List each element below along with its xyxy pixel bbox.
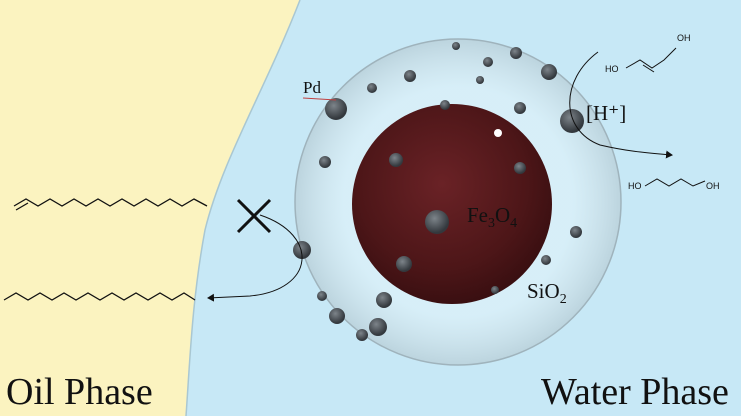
pd-particle bbox=[560, 109, 584, 133]
pd-particle bbox=[325, 98, 347, 120]
pd-particle bbox=[293, 241, 311, 259]
butenediol-molecule bbox=[625, 47, 677, 73]
pd-label-pointer bbox=[302, 97, 337, 101]
pd-particle bbox=[541, 255, 551, 265]
hydrogenation-arrow-oil bbox=[207, 214, 303, 302]
butanediol-oh-label: OH bbox=[706, 181, 720, 191]
pd-particle bbox=[514, 102, 526, 114]
shell-label: SiO2 bbox=[527, 279, 567, 307]
pd-particle bbox=[356, 329, 368, 341]
butanediol-ho-label: HO bbox=[628, 181, 642, 191]
alkane-molecule bbox=[3, 292, 196, 301]
pd-nanoparticles bbox=[293, 42, 584, 341]
pd-particle bbox=[483, 57, 493, 67]
alkene-molecule bbox=[13, 198, 208, 207]
pd-particle bbox=[510, 47, 522, 59]
pd-particle bbox=[317, 291, 327, 301]
pd-particle bbox=[396, 256, 412, 272]
core-label: Fe3O4 bbox=[467, 203, 517, 231]
oil-phase-region bbox=[0, 0, 300, 416]
cross-icon bbox=[236, 198, 272, 234]
oil-phase-label: Oil Phase bbox=[6, 371, 153, 413]
pd-particle bbox=[369, 318, 387, 336]
pd-particle bbox=[491, 286, 499, 294]
acid-label: [H⁺] bbox=[586, 101, 626, 125]
pd-particle bbox=[452, 42, 460, 50]
shell-label-si: SiO bbox=[527, 279, 560, 303]
core-highlight bbox=[494, 129, 502, 137]
pd-particle bbox=[541, 64, 557, 80]
butanediol-molecule bbox=[644, 178, 706, 187]
pd-particle bbox=[440, 100, 450, 110]
phase-interface bbox=[185, 0, 301, 416]
hydrogenation-arrow-water bbox=[569, 51, 673, 159]
pd-label: Pd bbox=[303, 78, 321, 97]
pd-particle bbox=[476, 76, 484, 84]
water-phase-label: Water Phase bbox=[541, 371, 729, 413]
core-label-fe: Fe bbox=[467, 203, 488, 227]
core-label-sub3: 3 bbox=[488, 216, 495, 231]
butenediol-ho-label: HO bbox=[605, 64, 619, 74]
pd-particle bbox=[367, 83, 377, 93]
pd-particle bbox=[376, 292, 392, 308]
pd-particle bbox=[570, 226, 582, 238]
pd-particle bbox=[319, 156, 331, 168]
core-label-o: O bbox=[495, 203, 510, 227]
shell-label-sub2: 2 bbox=[560, 292, 567, 307]
pd-particle bbox=[404, 70, 416, 82]
core-label-sub4: 4 bbox=[510, 216, 517, 231]
pd-particle bbox=[514, 162, 526, 174]
pd-particle bbox=[389, 153, 403, 167]
alkene-double-bond bbox=[15, 202, 29, 211]
pd-particle bbox=[425, 210, 449, 234]
pd-particle bbox=[329, 308, 345, 324]
butenediol-oh-label: OH bbox=[677, 33, 691, 43]
magnetite-core bbox=[352, 104, 552, 304]
